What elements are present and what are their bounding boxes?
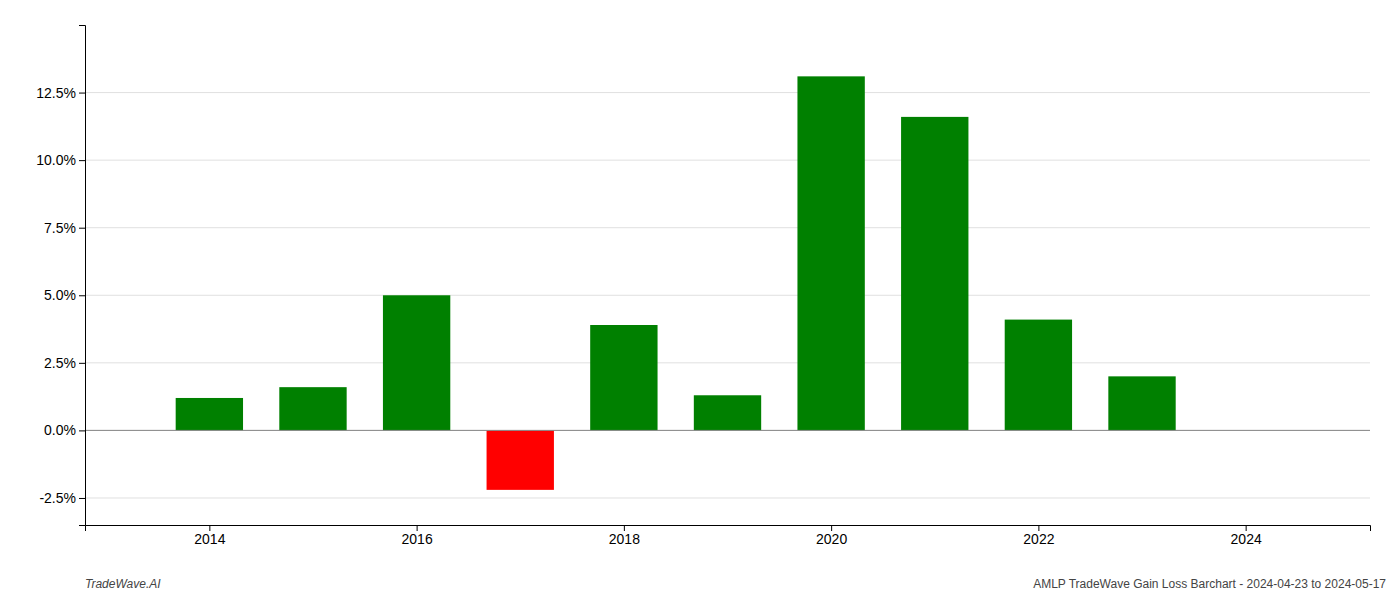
grid-line bbox=[85, 295, 1370, 296]
y-tick: 12.5% bbox=[36, 85, 85, 101]
y-tick-label: 5.0% bbox=[44, 287, 76, 303]
x-axis-line bbox=[86, 526, 1371, 532]
y-tick-mark bbox=[79, 430, 85, 431]
grid-line bbox=[85, 92, 1370, 93]
zero-line bbox=[85, 430, 1370, 431]
grid bbox=[85, 93, 1370, 498]
y-tick-mark bbox=[79, 363, 85, 364]
y-tick: -2.5% bbox=[39, 490, 85, 506]
x-axis: 2014 2016 2018 2020 2022 2024 bbox=[86, 525, 1371, 547]
grid-line bbox=[85, 430, 1370, 431]
grid-line bbox=[85, 497, 1370, 498]
bar bbox=[901, 117, 968, 431]
y-tick-mark bbox=[79, 228, 85, 229]
bars bbox=[85, 76, 1370, 490]
bar bbox=[176, 398, 243, 430]
x-tick-label: 2020 bbox=[816, 531, 847, 547]
chart-svg: -2.5%0.0%2.5%5.0%7.5%10.0%12.5%201420162… bbox=[0, 0, 1400, 600]
y-tick: 5.0% bbox=[44, 287, 85, 303]
x-tick: 2018 bbox=[609, 525, 640, 547]
chart-container: -2.5%0.0%2.5%5.0%7.5%10.0%12.5%201420162… bbox=[0, 0, 1400, 600]
y-tick-mark bbox=[79, 498, 85, 499]
bar bbox=[1108, 376, 1175, 430]
grid-line bbox=[85, 160, 1370, 161]
bar bbox=[487, 430, 554, 489]
bar bbox=[279, 387, 346, 430]
x-tick-label: 2018 bbox=[609, 531, 640, 547]
x-tick-label: 2022 bbox=[1023, 531, 1054, 547]
x-tick: 2016 bbox=[402, 525, 433, 547]
bar bbox=[1005, 320, 1072, 431]
y-tick: 7.5% bbox=[44, 220, 85, 236]
bar bbox=[590, 325, 657, 430]
y-tick-label: 0.0% bbox=[44, 422, 76, 438]
grid-line bbox=[85, 362, 1370, 363]
x-tick: 2014 bbox=[194, 525, 225, 547]
x-tick: 2020 bbox=[816, 525, 847, 547]
x-tick-label: 2024 bbox=[1231, 531, 1262, 547]
y-tick-mark bbox=[79, 93, 85, 94]
x-tick: 2022 bbox=[1023, 525, 1054, 547]
y-axis-line bbox=[79, 26, 86, 526]
footer-right: AMLP TradeWave Gain Loss Barchart - 2024… bbox=[1033, 577, 1386, 591]
y-tick: 0.0% bbox=[44, 422, 85, 438]
y-tick-label: 12.5% bbox=[36, 85, 76, 101]
y-tick-label: 7.5% bbox=[44, 220, 76, 236]
bar bbox=[694, 395, 761, 430]
bar bbox=[383, 295, 450, 430]
y-tick-mark bbox=[79, 295, 85, 296]
plot-area: -2.5%0.0%2.5%5.0%7.5%10.0%12.5%201420162… bbox=[36, 26, 1370, 547]
grid-line bbox=[85, 227, 1370, 228]
footer-left: TradeWave.AI bbox=[85, 577, 161, 591]
y-tick: 10.0% bbox=[36, 152, 85, 168]
bar bbox=[797, 76, 864, 430]
x-tick-label: 2016 bbox=[402, 531, 433, 547]
x-tick: 2024 bbox=[1231, 525, 1262, 547]
y-tick-label: 10.0% bbox=[36, 152, 76, 168]
x-tick-label: 2014 bbox=[194, 531, 225, 547]
y-axis: -2.5% 0.0% 2.5% 5.0% 7.5% 10.0% 12.5% bbox=[36, 26, 85, 526]
y-tick-mark bbox=[79, 160, 85, 161]
y-tick-label: 2.5% bbox=[44, 355, 76, 371]
y-tick-label: -2.5% bbox=[39, 490, 76, 506]
y-tick: 2.5% bbox=[44, 355, 85, 371]
